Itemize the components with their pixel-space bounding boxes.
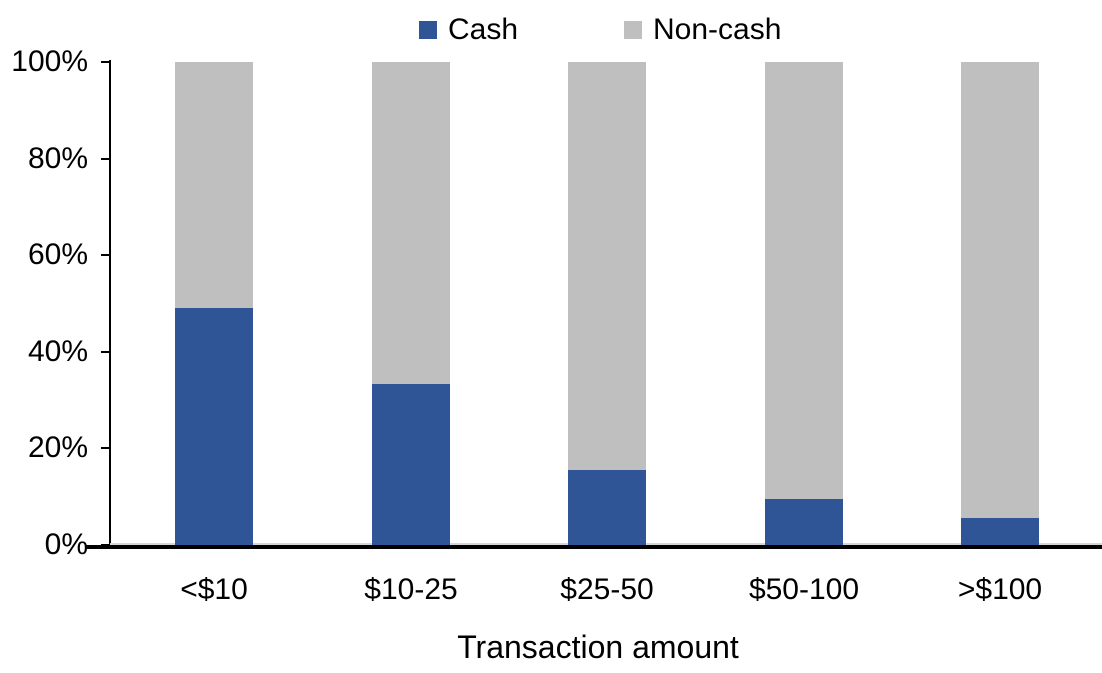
bar-segment-cash	[175, 308, 253, 545]
y-tick-label: 60%	[27, 238, 88, 272]
bar-segment-cash	[568, 470, 646, 545]
x-tick-label: $25-50	[560, 573, 654, 606]
legend-item-cash: Cash	[419, 13, 518, 47]
legend-swatch-cash-icon	[419, 21, 437, 39]
y-tick-label: 0%	[44, 528, 88, 561]
bar-segment-noncash	[175, 62, 253, 308]
y-tick-mark	[101, 447, 110, 450]
legend-item-noncash: Non-cash	[624, 13, 781, 47]
bar-segment-noncash	[568, 62, 646, 470]
y-tick-label: 80%	[27, 141, 88, 175]
y-tick-mark	[101, 544, 110, 546]
y-tick-mark	[101, 350, 110, 353]
bar-segment-noncash	[961, 62, 1039, 518]
bar-column	[175, 62, 253, 545]
y-tick-label: 100%	[11, 45, 88, 78]
bar-segment-cash	[961, 518, 1039, 545]
bar-segment-cash	[372, 384, 450, 545]
bar-column	[568, 62, 646, 545]
bar-column	[765, 62, 843, 545]
legend-label-cash: Cash	[448, 13, 519, 46]
y-tick-mark	[101, 157, 110, 160]
y-tick-mark	[101, 254, 110, 257]
x-tick-label: <$10	[180, 573, 248, 606]
y-axis-line	[109, 60, 111, 545]
bar-segment-cash	[765, 499, 843, 545]
bar-segment-noncash	[372, 62, 450, 384]
bar-column	[372, 62, 450, 545]
bar-column	[961, 62, 1039, 545]
x-tick-label: $10-25	[364, 573, 458, 606]
y-tick-label: 40%	[27, 334, 88, 368]
x-tick-label: >$100	[957, 573, 1043, 606]
x-axis-title: Transaction amount	[457, 629, 739, 665]
y-tick-label: 20%	[27, 431, 88, 465]
legend-label-noncash: Non-cash	[653, 13, 782, 46]
x-tick-label: $50-100	[748, 573, 860, 606]
y-tick-mark	[101, 61, 110, 63]
bar-segment-noncash	[765, 62, 843, 499]
x-axis-line	[86, 545, 1102, 549]
legend-swatch-noncash-icon	[624, 21, 642, 39]
